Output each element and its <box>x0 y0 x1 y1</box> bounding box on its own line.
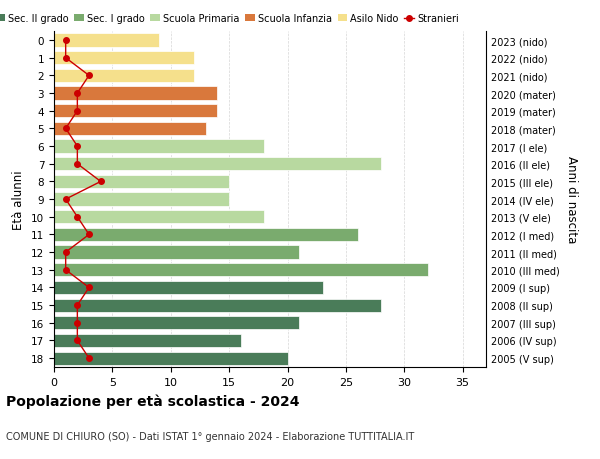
Bar <box>54 140 264 153</box>
Bar <box>54 105 217 118</box>
Bar <box>54 193 229 206</box>
Bar <box>54 317 299 330</box>
Bar <box>54 211 264 224</box>
Y-axis label: Anni di nascita: Anni di nascita <box>565 156 578 243</box>
Bar <box>54 246 299 259</box>
Legend: Sec. II grado, Sec. I grado, Scuola Primaria, Scuola Infanzia, Asilo Nido, Stran: Sec. II grado, Sec. I grado, Scuola Prim… <box>0 14 459 24</box>
Bar <box>54 334 241 347</box>
Bar <box>54 228 358 241</box>
Bar <box>54 299 381 312</box>
Y-axis label: Età alunni: Età alunni <box>13 170 25 230</box>
Bar <box>54 52 194 65</box>
Bar <box>54 263 428 277</box>
Bar <box>54 70 194 83</box>
Text: COMUNE DI CHIURO (SO) - Dati ISTAT 1° gennaio 2024 - Elaborazione TUTTITALIA.IT: COMUNE DI CHIURO (SO) - Dati ISTAT 1° ge… <box>6 431 414 441</box>
Bar <box>54 123 206 136</box>
Bar <box>54 34 159 48</box>
Bar <box>54 158 381 171</box>
Bar <box>54 175 229 189</box>
Bar <box>54 352 287 365</box>
Bar <box>54 87 217 101</box>
Bar <box>54 281 323 295</box>
Text: Popolazione per età scolastica - 2024: Popolazione per età scolastica - 2024 <box>6 394 299 409</box>
